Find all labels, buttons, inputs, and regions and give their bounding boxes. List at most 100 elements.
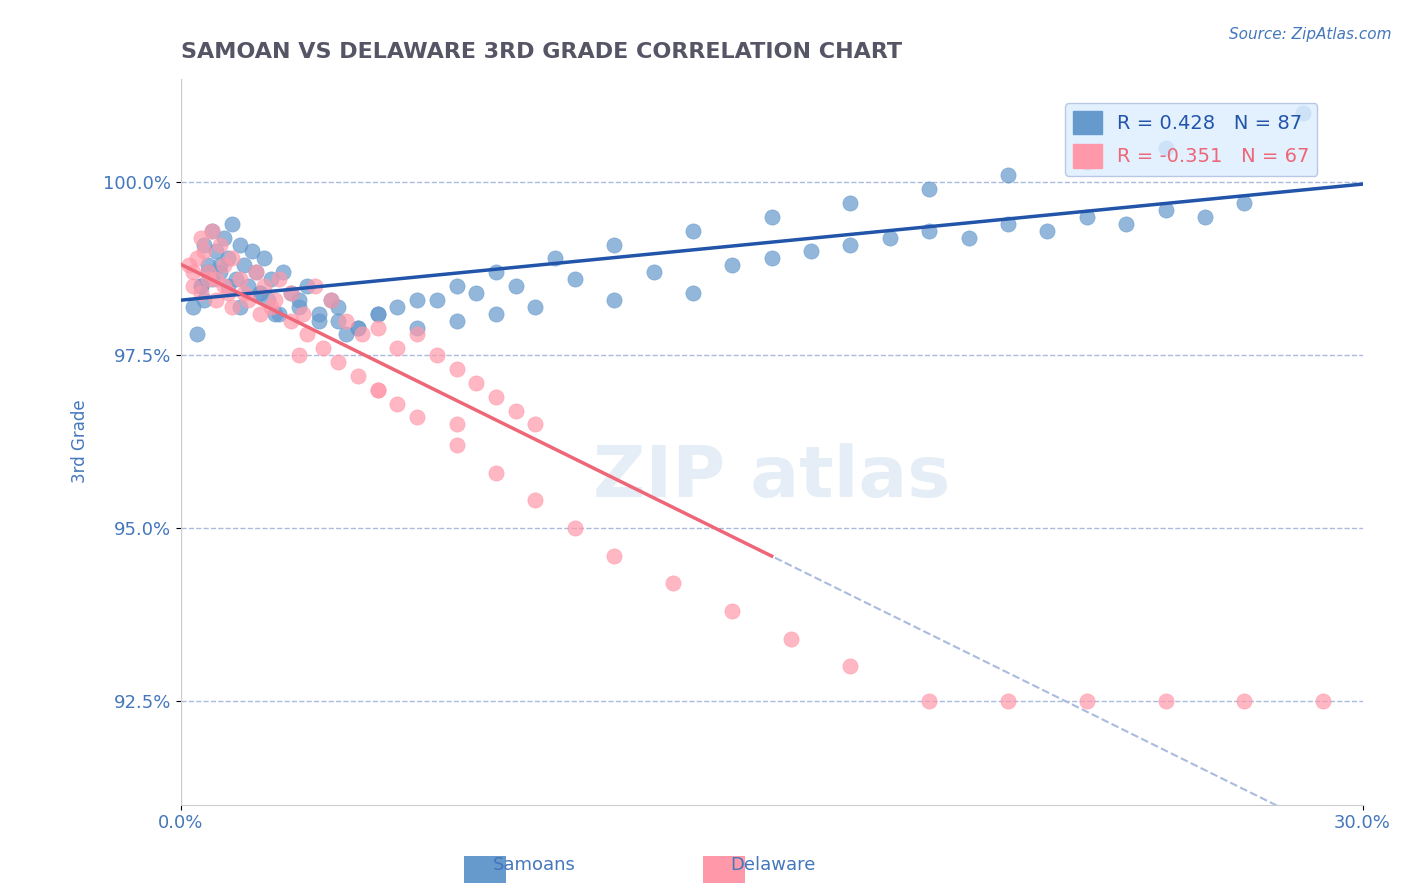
Point bbox=[328, 355, 350, 369]
Point bbox=[387, 300, 409, 314]
Point bbox=[1076, 154, 1098, 169]
Point bbox=[780, 632, 803, 646]
Point bbox=[367, 383, 389, 397]
Point bbox=[839, 659, 862, 673]
Point bbox=[485, 265, 508, 279]
Point bbox=[406, 320, 429, 334]
Point bbox=[209, 265, 232, 279]
Point bbox=[347, 320, 370, 334]
Point bbox=[465, 376, 488, 390]
Point bbox=[193, 237, 215, 252]
Point bbox=[918, 694, 941, 708]
Point bbox=[181, 279, 204, 293]
Point bbox=[1036, 224, 1059, 238]
Point bbox=[190, 279, 212, 293]
Point bbox=[245, 265, 267, 279]
Point bbox=[209, 237, 232, 252]
Point bbox=[335, 313, 357, 327]
Point bbox=[319, 293, 342, 307]
Point bbox=[288, 348, 311, 362]
Point bbox=[564, 272, 586, 286]
Point bbox=[347, 368, 370, 383]
Point bbox=[387, 341, 409, 355]
Point bbox=[288, 300, 311, 314]
Point bbox=[918, 182, 941, 196]
Point bbox=[1194, 210, 1216, 224]
Point bbox=[1233, 694, 1256, 708]
Point bbox=[328, 300, 350, 314]
Point bbox=[308, 313, 330, 327]
Point bbox=[288, 293, 311, 307]
Point bbox=[186, 327, 208, 342]
Point bbox=[367, 320, 389, 334]
Point bbox=[256, 293, 278, 307]
Point bbox=[721, 258, 744, 272]
Point bbox=[682, 285, 704, 300]
Point bbox=[280, 285, 302, 300]
Point bbox=[205, 293, 228, 307]
Point bbox=[426, 293, 449, 307]
Point bbox=[209, 258, 232, 272]
Point bbox=[367, 307, 389, 321]
Point bbox=[197, 258, 219, 272]
Point bbox=[201, 224, 224, 238]
Point bbox=[280, 313, 302, 327]
Point bbox=[603, 237, 626, 252]
Point bbox=[225, 272, 247, 286]
Text: Delaware: Delaware bbox=[731, 856, 815, 874]
Point bbox=[252, 252, 274, 266]
Point bbox=[387, 396, 409, 410]
Point bbox=[426, 348, 449, 362]
Point bbox=[465, 285, 488, 300]
Point bbox=[319, 293, 342, 307]
Point bbox=[1154, 141, 1177, 155]
Point bbox=[229, 237, 252, 252]
Point bbox=[221, 252, 243, 266]
Point bbox=[603, 293, 626, 307]
Point bbox=[197, 272, 219, 286]
Point bbox=[217, 279, 239, 293]
Point bbox=[446, 313, 468, 327]
Point bbox=[212, 279, 235, 293]
Point bbox=[212, 230, 235, 244]
Point bbox=[201, 224, 224, 238]
Point bbox=[879, 230, 901, 244]
Point bbox=[260, 272, 283, 286]
Point bbox=[446, 279, 468, 293]
Point bbox=[197, 265, 219, 279]
Point bbox=[249, 285, 271, 300]
Point bbox=[1076, 694, 1098, 708]
Point bbox=[190, 285, 212, 300]
Y-axis label: 3rd Grade: 3rd Grade bbox=[72, 400, 89, 483]
Point bbox=[997, 217, 1019, 231]
Point bbox=[190, 279, 212, 293]
Point bbox=[524, 417, 547, 432]
Point bbox=[236, 293, 259, 307]
Point bbox=[232, 285, 254, 300]
Point bbox=[524, 300, 547, 314]
Point bbox=[997, 694, 1019, 708]
Point bbox=[800, 244, 823, 259]
Point bbox=[190, 230, 212, 244]
Point bbox=[221, 217, 243, 231]
Point bbox=[1292, 106, 1315, 120]
Point bbox=[1076, 210, 1098, 224]
Point bbox=[446, 417, 468, 432]
Point bbox=[352, 327, 374, 342]
Point bbox=[304, 279, 326, 293]
Point bbox=[335, 327, 357, 342]
Point bbox=[193, 293, 215, 307]
Point bbox=[446, 438, 468, 452]
Point bbox=[406, 293, 429, 307]
Point bbox=[367, 307, 389, 321]
Text: ZIP atlas: ZIP atlas bbox=[593, 443, 950, 512]
Point bbox=[485, 390, 508, 404]
Point bbox=[603, 549, 626, 563]
Point bbox=[1233, 196, 1256, 211]
Point bbox=[205, 272, 228, 286]
Point bbox=[328, 313, 350, 327]
Point bbox=[761, 210, 783, 224]
Text: SAMOAN VS DELAWARE 3RD GRADE CORRELATION CHART: SAMOAN VS DELAWARE 3RD GRADE CORRELATION… bbox=[181, 42, 903, 62]
Point bbox=[252, 279, 274, 293]
Point bbox=[485, 466, 508, 480]
